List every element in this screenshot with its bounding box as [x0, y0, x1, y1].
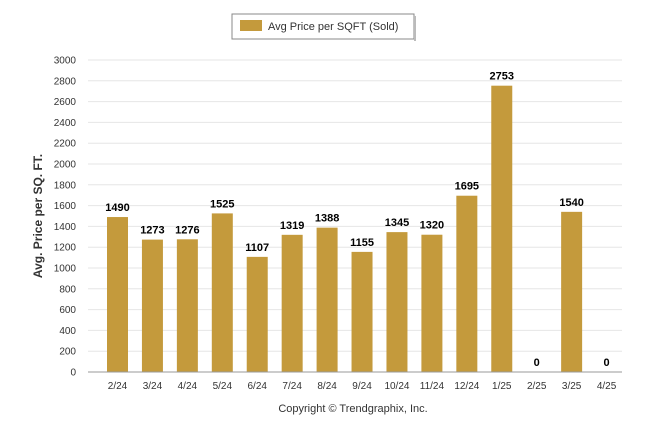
y-tick-label: 600 [59, 305, 76, 316]
y-tick-label: 2400 [54, 118, 77, 129]
bar [211, 213, 233, 372]
x-tick-label: 4/25 [597, 381, 617, 392]
data-label: 0 [534, 357, 540, 369]
y-axis-ticks: 0 200 400 600 800 1000 1200 1400 1600 1800 2000 220… [54, 56, 77, 379]
x-axis-ticks: 2/24 3/24 4/24 5/24 6/24 7/24 8/24 9/24 10/24 11/… [108, 381, 617, 392]
data-label: 1695 [455, 181, 479, 193]
data-label: 1320 [420, 220, 444, 232]
x-tick-label: 12/24 [454, 381, 479, 392]
data-labels: 1490 1273 1276 1525 1107 1319 1388 1155 1345 1320… [105, 71, 609, 369]
data-label: 1273 [140, 225, 164, 237]
y-tick-label: 1800 [54, 180, 77, 191]
y-tick-label: 800 [59, 284, 76, 295]
data-label: 0 [604, 357, 610, 369]
bar [316, 227, 338, 372]
bar [491, 85, 513, 373]
x-tick-label: 3/24 [143, 381, 163, 392]
bar [141, 239, 163, 372]
y-tick-label: 1600 [54, 201, 77, 212]
bar [246, 256, 268, 372]
data-label: 1540 [559, 197, 583, 209]
y-tick-label: 2600 [54, 97, 77, 108]
x-tick-label: 8/24 [317, 381, 337, 392]
bar [456, 195, 478, 372]
x-tick-label: 4/24 [178, 381, 198, 392]
y-tick-label: 3000 [54, 56, 77, 67]
y-tick-label: 1400 [54, 222, 77, 233]
x-tick-label: 6/24 [247, 381, 267, 392]
y-tick-label: 1000 [54, 264, 77, 275]
y-tick-label: 2800 [54, 76, 77, 87]
y-tick-label: 1200 [54, 243, 77, 254]
bar [386, 232, 408, 372]
data-label: 1490 [105, 202, 129, 214]
x-tick-label: 1/25 [492, 381, 512, 392]
data-label: 1107 [245, 242, 269, 254]
legend-box [231, 13, 415, 40]
copyright-text: Copyright © Trendgraphix, Inc. [278, 403, 427, 415]
legend-swatch [240, 20, 262, 31]
y-tick-label: 400 [59, 326, 76, 337]
x-tick-label: 11/24 [420, 381, 445, 392]
bar [176, 239, 198, 372]
data-label: 1276 [175, 224, 199, 236]
bar [107, 217, 128, 372]
x-tick-label: 5/24 [213, 381, 233, 392]
legend-shadow [414, 16, 416, 41]
bar [351, 251, 373, 372]
legend-label: Avg Price per SQFT (Sold) [268, 21, 398, 33]
data-label: 1525 [210, 198, 234, 210]
bar [421, 234, 443, 372]
data-label: 2753 [490, 71, 514, 83]
y-tick-label: 2200 [54, 139, 77, 150]
legend: Avg Price per SQFT (Sold) [231, 13, 416, 41]
x-tick-label: 2/25 [527, 381, 547, 392]
bars [107, 85, 583, 373]
y-axis-title: Avg. Price per SQ. FT. [31, 154, 45, 278]
x-tick-label: 7/24 [282, 381, 302, 392]
x-tick-label: 10/24 [384, 381, 409, 392]
data-label: 1155 [350, 237, 374, 249]
y-tick-label: 200 [59, 347, 76, 358]
data-label: 1319 [280, 220, 304, 232]
y-tick-label: 2000 [54, 160, 77, 171]
y-tick-label: 0 [70, 368, 76, 379]
data-label: 1345 [385, 217, 409, 229]
x-tick-label: 2/24 [108, 381, 128, 392]
x-tick-label: 3/25 [562, 381, 582, 392]
gridlines [88, 59, 622, 352]
bar [281, 234, 303, 372]
data-label: 1388 [315, 213, 339, 225]
bar [561, 211, 583, 372]
x-tick-label: 9/24 [352, 381, 372, 392]
